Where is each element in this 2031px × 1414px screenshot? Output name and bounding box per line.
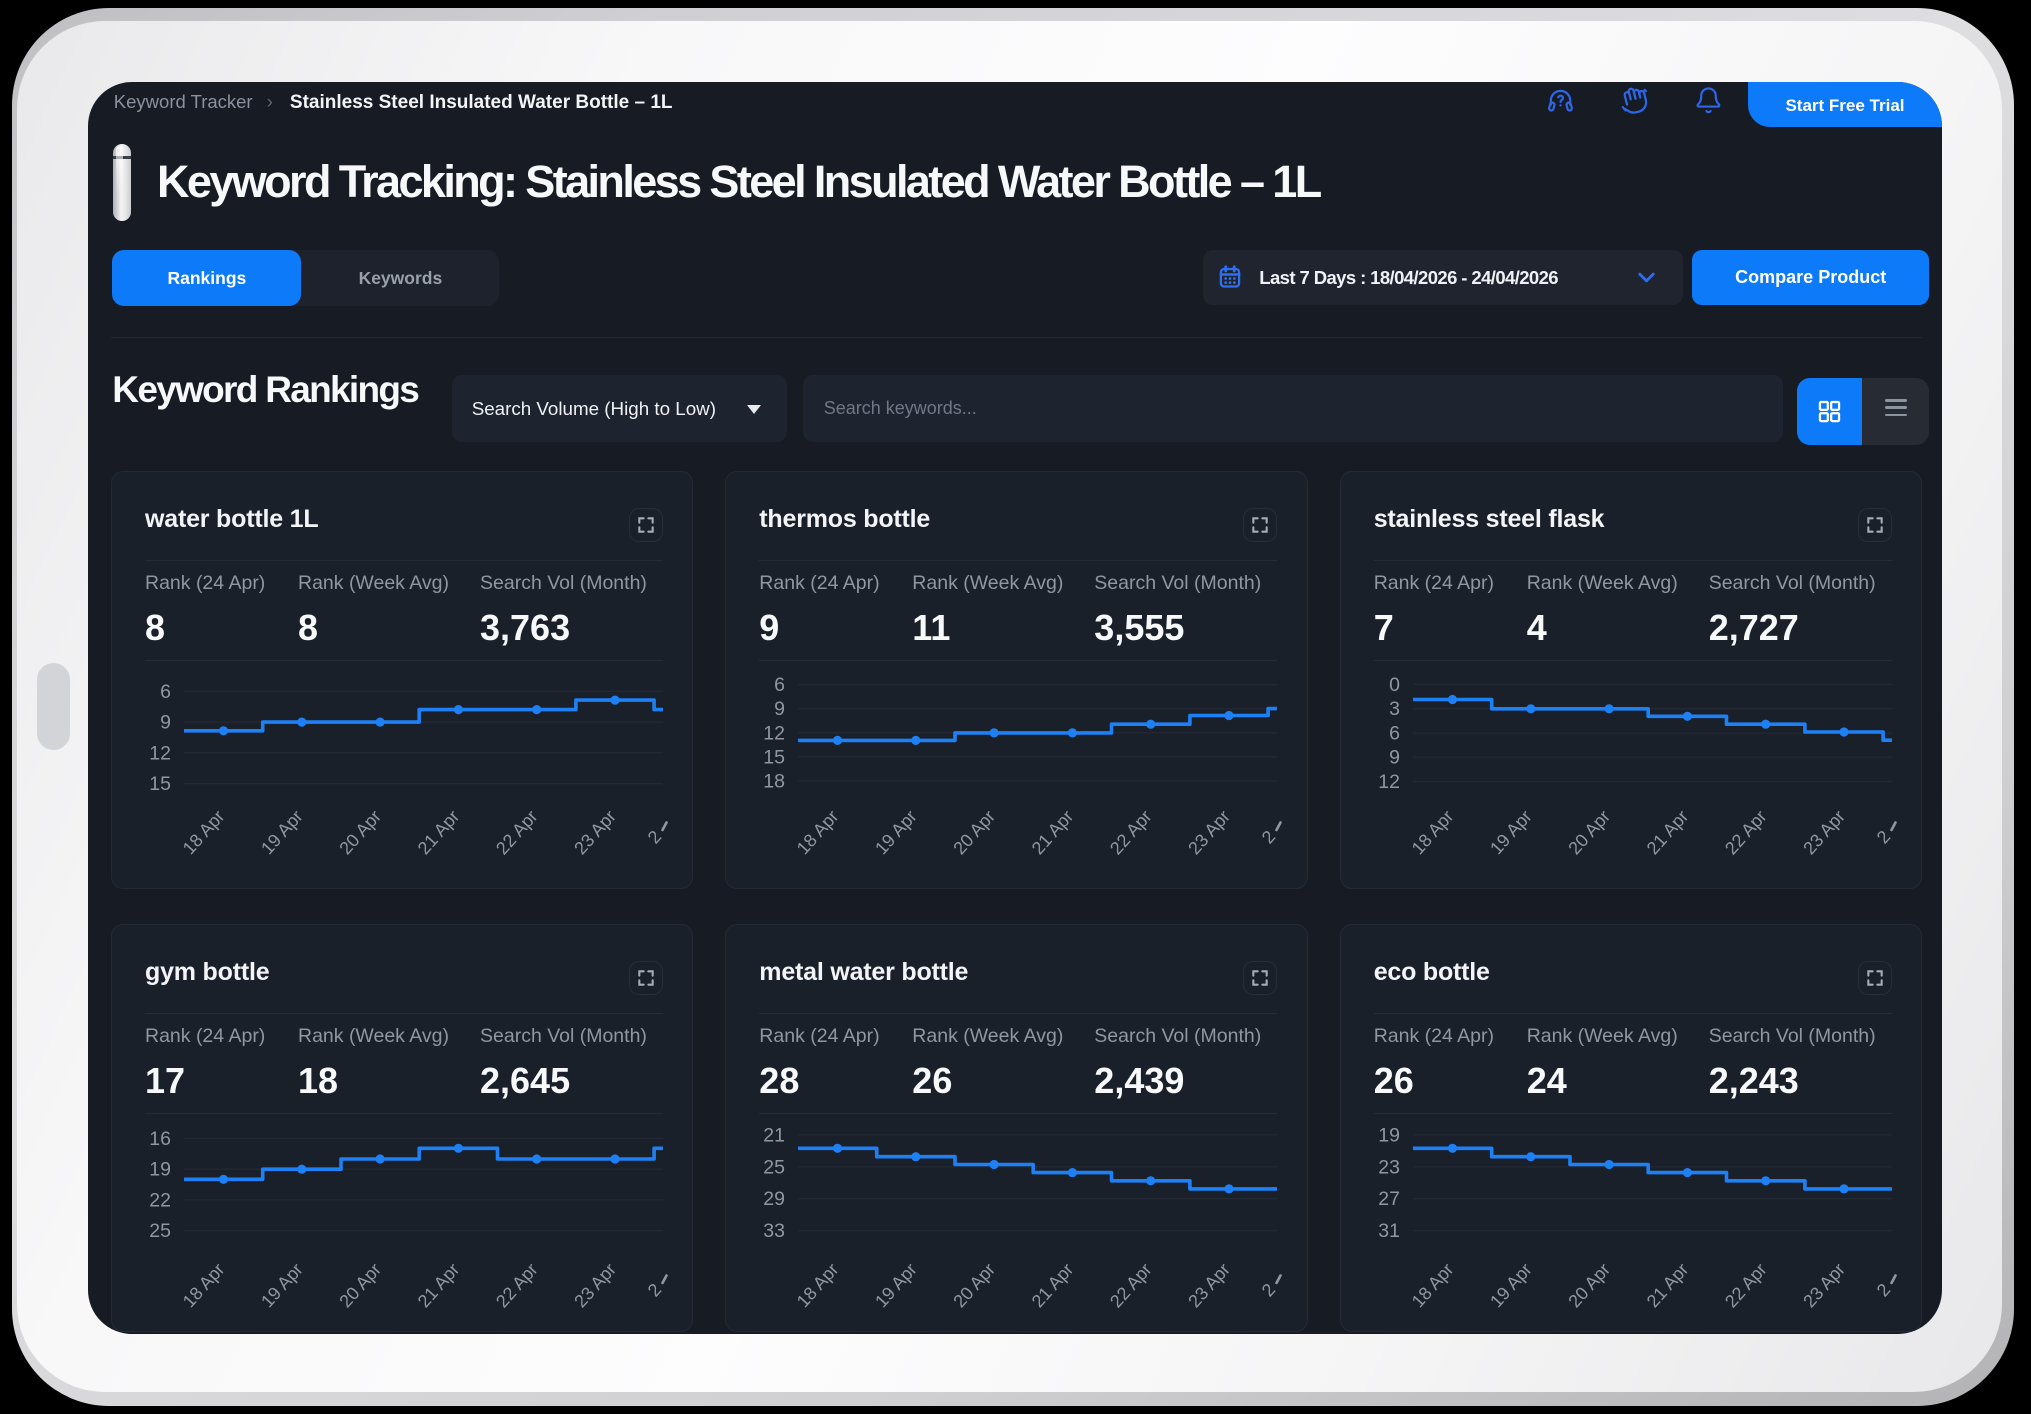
svg-text:19 Apr: 19 Apr <box>257 1259 307 1311</box>
svg-text:22 Apr: 22 Apr <box>492 1259 542 1311</box>
svg-text:22 Apr: 22 Apr <box>1721 806 1771 858</box>
svg-text:20 Apr: 20 Apr <box>335 1259 385 1311</box>
svg-text:18 Apr: 18 Apr <box>793 806 843 858</box>
svg-text:12: 12 <box>1378 771 1400 793</box>
svg-text:21 Apr: 21 Apr <box>1642 806 1692 858</box>
svg-text:19: 19 <box>1378 1124 1400 1146</box>
svg-text:23: 23 <box>1378 1156 1400 1178</box>
svg-text:19 Apr: 19 Apr <box>871 1259 921 1311</box>
svg-text:18 Apr: 18 Apr <box>179 1259 229 1311</box>
svg-text:20 Apr: 20 Apr <box>335 806 385 858</box>
svg-text:20 Apr: 20 Apr <box>1564 1259 1614 1311</box>
svg-text:23 Apr: 23 Apr <box>570 1259 620 1311</box>
svg-text:19 Apr: 19 Apr <box>1486 806 1536 858</box>
svg-text:18 Apr: 18 Apr <box>179 806 229 858</box>
svg-text:15: 15 <box>764 746 786 768</box>
svg-text:22 Apr: 22 Apr <box>1106 1259 1156 1311</box>
svg-text:19 Apr: 19 Apr <box>257 806 307 858</box>
svg-text:16: 16 <box>149 1128 171 1150</box>
svg-text:19: 19 <box>149 1159 171 1181</box>
svg-text:19 Apr: 19 Apr <box>1486 1259 1536 1311</box>
svg-text:23 Apr: 23 Apr <box>570 806 620 858</box>
svg-text:6: 6 <box>160 681 171 703</box>
svg-text:15: 15 <box>149 773 171 795</box>
svg-text:18: 18 <box>764 771 786 793</box>
svg-text:21 Apr: 21 Apr <box>1028 806 1078 858</box>
svg-text:23 Apr: 23 Apr <box>1185 1259 1235 1311</box>
svg-text:9: 9 <box>774 698 785 720</box>
svg-text:31: 31 <box>1378 1220 1400 1242</box>
svg-text:25: 25 <box>764 1156 786 1178</box>
svg-text:20 Apr: 20 Apr <box>950 806 1000 858</box>
svg-text:21 Apr: 21 Apr <box>414 1259 464 1311</box>
svg-text:21 Apr: 21 Apr <box>1642 1259 1692 1311</box>
svg-text:20 Apr: 20 Apr <box>950 1259 1000 1311</box>
svg-text:9: 9 <box>1389 747 1400 769</box>
svg-text:22 Apr: 22 Apr <box>1106 806 1156 858</box>
svg-text:0: 0 <box>1389 674 1400 696</box>
svg-text:12: 12 <box>764 722 786 744</box>
svg-text:25: 25 <box>149 1220 171 1242</box>
svg-text:6: 6 <box>1389 723 1400 745</box>
svg-text:22 Apr: 22 Apr <box>492 806 542 858</box>
svg-text:29: 29 <box>764 1188 786 1210</box>
svg-text:21: 21 <box>764 1124 786 1146</box>
svg-text:18 Apr: 18 Apr <box>793 1259 843 1311</box>
svg-text:20 Apr: 20 Apr <box>1564 806 1614 858</box>
svg-text:21 Apr: 21 Apr <box>414 806 464 858</box>
svg-text:18 Apr: 18 Apr <box>1407 1259 1457 1311</box>
svg-text:23 Apr: 23 Apr <box>1185 806 1235 858</box>
svg-text:9: 9 <box>160 712 171 734</box>
svg-text:19 Apr: 19 Apr <box>871 806 921 858</box>
svg-text:12: 12 <box>149 742 171 764</box>
svg-text:22 Apr: 22 Apr <box>1721 1259 1771 1311</box>
svg-text:21 Apr: 21 Apr <box>1028 1259 1078 1311</box>
svg-text:6: 6 <box>774 674 785 696</box>
svg-text:27: 27 <box>1378 1188 1400 1210</box>
svg-text:22: 22 <box>149 1189 171 1211</box>
svg-text:33: 33 <box>764 1220 786 1242</box>
svg-text:23 Apr: 23 Apr <box>1799 1259 1849 1311</box>
svg-text:23 Apr: 23 Apr <box>1799 806 1849 858</box>
svg-text:3: 3 <box>1389 698 1400 720</box>
svg-text:18 Apr: 18 Apr <box>1407 806 1457 858</box>
